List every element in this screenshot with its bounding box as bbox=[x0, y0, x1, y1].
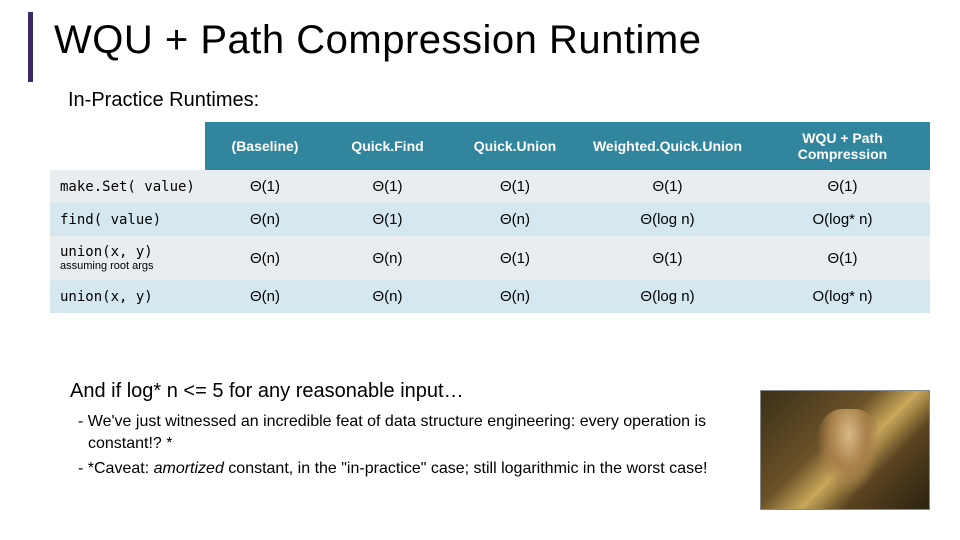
table-cell: Θ(1) bbox=[205, 170, 325, 203]
table-header-cell: (Baseline) bbox=[205, 122, 325, 170]
slide-subtitle: In-Practice Runtimes: bbox=[68, 89, 932, 112]
table-cell: Θ(1) bbox=[580, 170, 755, 203]
table-row: union(x, y) Θ(n) Θ(n) Θ(n) Θ(log n) O(lo… bbox=[50, 280, 930, 313]
table-header-cell bbox=[50, 122, 205, 170]
illustration-image bbox=[760, 390, 930, 510]
table-cell: O(log* n) bbox=[755, 280, 930, 313]
table-body: make.Set( value) Θ(1) Θ(1) Θ(1) Θ(1) Θ(1… bbox=[50, 170, 930, 313]
table-row: make.Set( value) Θ(1) Θ(1) Θ(1) Θ(1) Θ(1… bbox=[50, 170, 930, 203]
table-cell: Θ(1) bbox=[755, 170, 930, 203]
title-accent-bar bbox=[28, 12, 33, 82]
bullet-item: - *Caveat: amortized constant, in the "i… bbox=[78, 458, 778, 480]
slide: WQU + Path Compression Runtime In-Practi… bbox=[0, 0, 960, 540]
table-cell: Θ(1) bbox=[755, 236, 930, 280]
table-header-cell: Weighted.Quick.Union bbox=[580, 122, 755, 170]
table-cell: Θ(1) bbox=[450, 236, 580, 280]
table-row: find( value) Θ(n) Θ(1) Θ(n) Θ(log n) O(l… bbox=[50, 203, 930, 236]
table-cell: Θ(n) bbox=[205, 203, 325, 236]
row-label: make.Set( value) bbox=[50, 170, 205, 203]
table-header-cell: Quick.Find bbox=[325, 122, 450, 170]
table-cell: Θ(1) bbox=[450, 170, 580, 203]
bullet-item: - We've just witnessed an incredible fea… bbox=[78, 411, 778, 454]
table-cell: Θ(n) bbox=[450, 280, 580, 313]
table-cell: O(log* n) bbox=[755, 203, 930, 236]
row-label: union(x, y)assuming root args bbox=[50, 236, 205, 280]
table-row: union(x, y)assuming root args Θ(n) Θ(n) … bbox=[50, 236, 930, 280]
table-cell: Θ(n) bbox=[450, 203, 580, 236]
table-cell: Θ(1) bbox=[580, 236, 755, 280]
table-cell: Θ(log n) bbox=[580, 203, 755, 236]
row-label: union(x, y) bbox=[50, 280, 205, 313]
table-cell: Θ(n) bbox=[325, 236, 450, 280]
table-cell: Θ(1) bbox=[325, 203, 450, 236]
table-cell: Θ(n) bbox=[205, 280, 325, 313]
table-cell: Θ(n) bbox=[325, 280, 450, 313]
row-label: find( value) bbox=[50, 203, 205, 236]
slide-title: WQU + Path Compression Runtime bbox=[54, 18, 932, 63]
table-cell: Θ(1) bbox=[325, 170, 450, 203]
table-cell: Θ(n) bbox=[205, 236, 325, 280]
table-cell: Θ(log n) bbox=[580, 280, 755, 313]
runtime-table: (Baseline) Quick.Find Quick.Union Weight… bbox=[50, 122, 930, 313]
table-header-row: (Baseline) Quick.Find Quick.Union Weight… bbox=[50, 122, 930, 170]
table-header-cell: Quick.Union bbox=[450, 122, 580, 170]
table-header-cell: WQU + Path Compression bbox=[755, 122, 930, 170]
